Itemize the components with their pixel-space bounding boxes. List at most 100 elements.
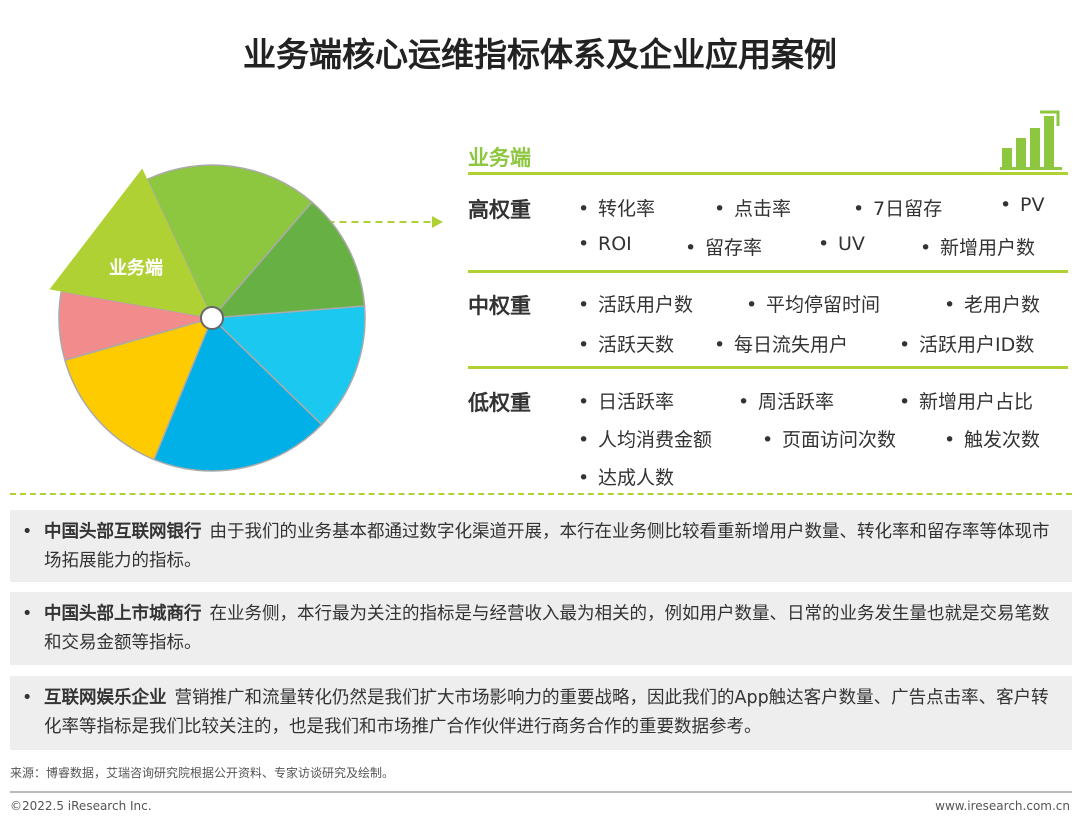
slice-yellow xyxy=(63,316,214,461)
pie-diagram: 业务端 xyxy=(49,164,443,472)
metric-item: • 新增用户数 xyxy=(920,233,1035,260)
case-text: 营销推广和流量转化仍然是我们扩大市场影响力的重要战略，因此我们的App触达客户数… xyxy=(44,688,1049,737)
bar-chart-icon xyxy=(1000,110,1062,170)
metric-item: • 触发次数 xyxy=(944,425,1040,452)
divider xyxy=(468,270,1068,273)
bullet: • xyxy=(22,688,33,708)
metric-item: • 周活跃率 xyxy=(738,387,834,414)
divider xyxy=(468,366,1068,369)
metric-label: 触发次数 xyxy=(964,429,1041,451)
bullet: • xyxy=(22,604,33,624)
metric-label: 活跃用户数 xyxy=(598,294,694,316)
bullet: • xyxy=(762,429,774,451)
metric-item: • PV xyxy=(1000,194,1044,216)
metric-label: 人均消费金额 xyxy=(598,429,713,451)
metric-label: 新增用户数 xyxy=(940,237,1036,259)
section-title: 业务端 xyxy=(468,146,531,170)
bullet: • xyxy=(578,391,590,413)
bullet: • xyxy=(578,233,590,255)
page-title: 业务端核心运维指标体系及企业应用案例 xyxy=(243,35,837,74)
bullet: • xyxy=(944,294,956,316)
metric-item: • 新增用户占比 xyxy=(899,387,1033,414)
source-note: 来源：博睿数据，艾瑞咨询研究院根据公开资料、专家访谈研究及绘制。 xyxy=(10,766,395,780)
case-item: • 中国头部互联网银行 由于我们的业务基本都通过数字化渠道开展，本行在业务侧比较看重… xyxy=(10,510,1072,582)
group-label-high: 高权重 xyxy=(468,198,531,222)
case-org: 中国头部上市城商行 xyxy=(44,604,202,624)
group-label-low: 低权重 xyxy=(468,391,531,415)
metric-item: • ROI xyxy=(578,233,632,255)
metric-item: • 7日留存 xyxy=(853,194,942,221)
bullet: • xyxy=(578,467,590,489)
metric-label: 新增用户占比 xyxy=(919,391,1034,413)
metric-label: 点击率 xyxy=(734,198,792,220)
metric-item: • 活跃用户ID数 xyxy=(899,330,1034,357)
slice-light-blue xyxy=(210,305,366,426)
metric-label: 日活跃率 xyxy=(598,391,675,413)
metric-label: 页面访问次数 xyxy=(782,429,897,451)
case-item: • 中国头部上市城商行 在业务侧，本行最为关注的指标是与经营收入最为相关的，例如用户… xyxy=(10,592,1072,665)
metric-item: • 页面访问次数 xyxy=(762,425,896,452)
case-org: 互联网娱乐企业 xyxy=(44,688,167,708)
metric-item: • 达成人数 xyxy=(578,463,674,490)
metric-item: • 老用户数 xyxy=(944,290,1040,317)
pie-center xyxy=(200,306,224,330)
metric-label: 活跃天数 xyxy=(598,334,675,356)
case-item: • 互联网娱乐企业 营销推广和流量转化仍然是我们扩大市场影响力的重要战略，因此我们的… xyxy=(10,676,1072,750)
bullet: • xyxy=(944,429,956,451)
bullet: • xyxy=(714,334,726,356)
bullet: • xyxy=(818,233,830,255)
metric-label: 老用户数 xyxy=(964,294,1041,316)
metric-item: • 活跃用户数 xyxy=(578,290,693,317)
metric-item: • 人均消费金额 xyxy=(578,425,712,452)
case-text: 由于我们的业务基本都通过数字化渠道开展，本行在业务侧比较看重新增用户数量、转化率… xyxy=(44,522,1050,571)
copyright: ©2022.5 iResearch Inc. xyxy=(10,799,152,813)
metric-item: • 平均停留时间 xyxy=(746,290,880,317)
website-link[interactable]: www.iresearch.com.cn xyxy=(935,799,1070,813)
bullet: • xyxy=(920,237,932,259)
divider xyxy=(468,172,1068,175)
bullet: • xyxy=(714,198,726,220)
metric-label: 留存率 xyxy=(705,237,763,259)
metric-label: ROI xyxy=(598,233,632,255)
bullet: • xyxy=(853,198,865,220)
metric-item: • 转化率 xyxy=(578,194,655,221)
metric-label: 平均停留时间 xyxy=(766,294,881,316)
case-text: 在业务侧，本行最为关注的指标是与经营收入最为相关的，例如用户数量、日常的业务发生… xyxy=(44,604,1050,653)
bullet: • xyxy=(899,391,911,413)
metric-label: 活跃用户ID数 xyxy=(919,334,1035,356)
bullet: • xyxy=(578,334,590,356)
metric-label: 达成人数 xyxy=(598,467,675,489)
metric-item: • UV xyxy=(818,233,865,255)
metric-label: 转化率 xyxy=(598,198,656,220)
metric-item: • 点击率 xyxy=(714,194,791,221)
metric-item: • 活跃天数 xyxy=(578,330,674,357)
bullet: • xyxy=(22,522,33,542)
group-label-mid: 中权重 xyxy=(468,294,531,318)
arrow-head-icon xyxy=(432,216,443,228)
metric-label: 7日留存 xyxy=(873,198,943,220)
slice-highlight xyxy=(49,168,213,318)
bullet: • xyxy=(578,429,590,451)
metric-item: • 每日流失用户 xyxy=(714,330,848,357)
metric-label: 每日流失用户 xyxy=(734,334,849,356)
pie-highlight-label: 业务端 xyxy=(109,257,163,279)
metric-label: PV xyxy=(1020,194,1045,216)
footer-rule xyxy=(10,791,1072,793)
metric-item: • 日活跃率 xyxy=(578,387,674,414)
slice-blue xyxy=(152,316,323,472)
slice-green xyxy=(146,164,314,320)
metric-item: • 留存率 xyxy=(685,233,762,260)
metric-label: UV xyxy=(838,233,865,255)
bullet: • xyxy=(578,294,590,316)
bullet: • xyxy=(738,391,750,413)
case-org: 中国头部互联网银行 xyxy=(44,522,202,542)
dashed-divider xyxy=(10,493,1072,495)
slice-dark-green xyxy=(210,201,366,319)
slice-pink xyxy=(58,290,213,362)
metric-label: 周活跃率 xyxy=(758,391,835,413)
bullet: • xyxy=(685,237,697,259)
bullet: • xyxy=(1000,194,1012,216)
bullet: • xyxy=(578,198,590,220)
bullet: • xyxy=(899,334,911,356)
bullet: • xyxy=(746,294,758,316)
